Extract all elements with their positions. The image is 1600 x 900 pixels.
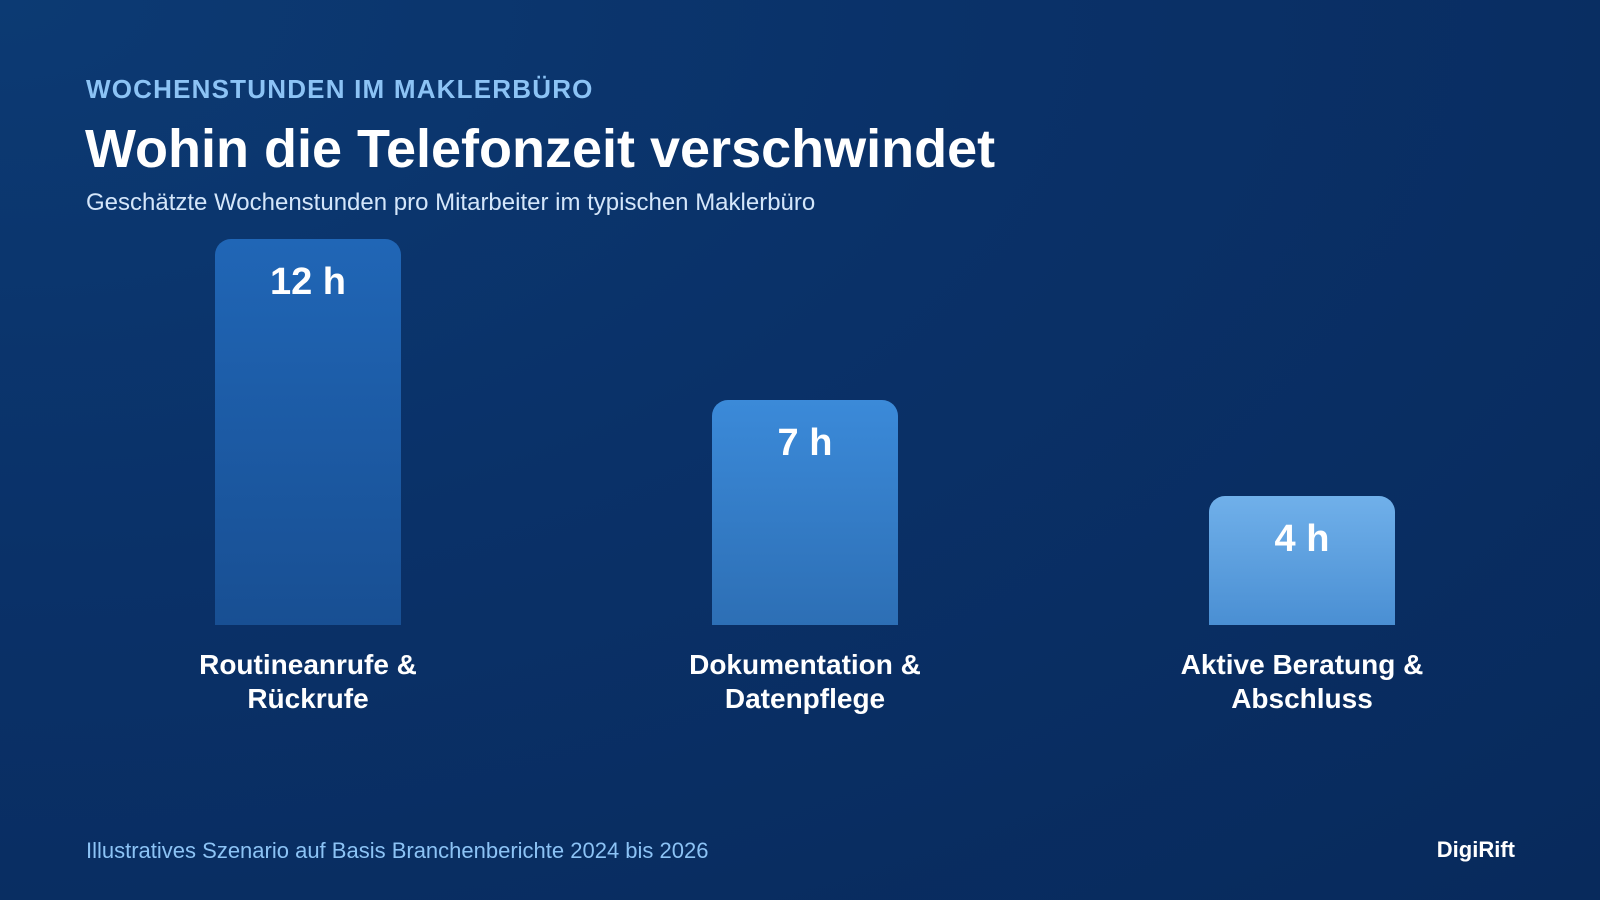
category-label-1: Routineanrufe & Rückrufe <box>138 648 478 716</box>
category-label-line: Datenpflege <box>724 683 886 714</box>
bar-1 <box>215 239 401 625</box>
chart-subtitle: Geschätzte Wochenstunden pro Mitarbeiter… <box>86 189 816 216</box>
bar-value-label-1: 12 h <box>269 261 347 303</box>
bar-value-label-2: 7 h <box>777 421 833 464</box>
category-label-line: Rückrufe <box>247 683 369 714</box>
source-footnote: Illustratives Szenario auf Basis Branche… <box>86 838 709 863</box>
category-label-line: Aktive Beratung & <box>1180 649 1424 680</box>
category-label-line: Routineanrufe & <box>199 649 417 680</box>
chart-kicker: WOCHENSTUNDEN IM MAKLERBÜRO <box>86 74 594 104</box>
category-label-line: Abschluss <box>1231 683 1373 714</box>
brand-logo-text: DigiRift <box>1436 837 1515 862</box>
category-label-2: Dokumentation & Datenpflege <box>635 648 975 716</box>
bar-3 <box>1209 496 1395 625</box>
category-label-3: Aktive Beratung & Abschluss <box>1132 648 1472 716</box>
bar-2 <box>712 399 898 625</box>
category-label-line: Dokumentation & <box>689 649 921 680</box>
chart-title: Wohin die Telefonzeit verschwindet <box>85 119 996 179</box>
bar-value-label-3: 4 h <box>1274 518 1330 561</box>
